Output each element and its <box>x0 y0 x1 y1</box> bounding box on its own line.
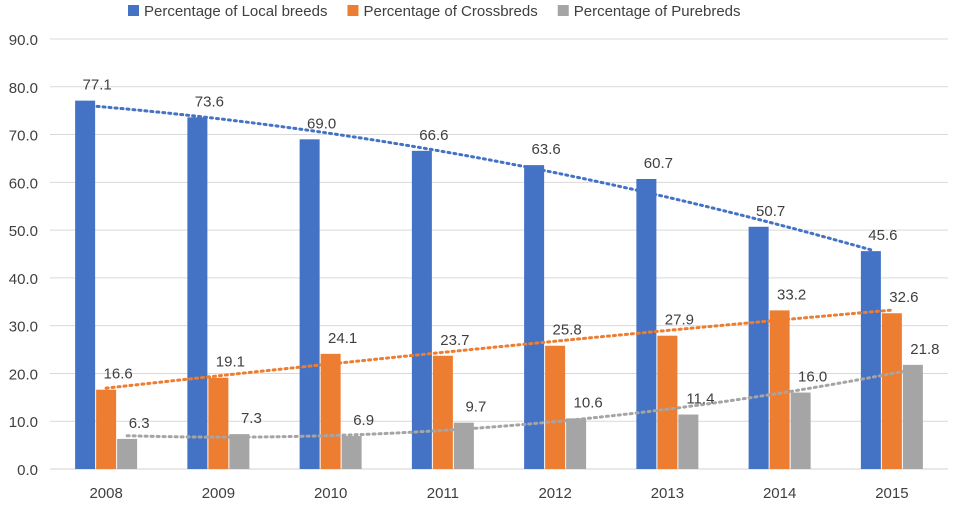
data-labels: 77.1 73.6 69.0 66.6 63.6 60.7 50.7 45.6 16.6 19.1… <box>83 77 940 432</box>
bar-percentage-of-purebreds-2008 <box>117 438 138 469</box>
y-tick-label: 40.0 <box>9 271 38 288</box>
data-label: 69.0 <box>307 115 336 132</box>
y-tick-label: 30.0 <box>9 319 38 336</box>
data-label: 19.1 <box>216 354 245 371</box>
data-label: 6.3 <box>129 415 150 432</box>
bar-percentage-of-local-breeds-2010 <box>299 139 320 470</box>
legend-swatch <box>347 5 359 16</box>
bar-percentage-of-local-breeds-2015 <box>860 251 881 469</box>
data-label: 10.6 <box>574 394 603 411</box>
x-tick-label: 2009 <box>202 485 235 502</box>
x-tick-label: 2015 <box>875 485 908 502</box>
data-label: 11.4 <box>686 391 714 408</box>
bar-percentage-of-purebreds-2009 <box>229 434 250 469</box>
y-tick-label: 80.0 <box>9 80 38 97</box>
x-tick-label: 2008 <box>89 485 122 502</box>
data-label: 23.7 <box>440 332 469 349</box>
bar-percentage-of-local-breeds-2013 <box>636 178 657 469</box>
bar-percentage-of-crossbreds-2013 <box>657 335 678 469</box>
trendline-percentage-of-purebreds <box>125 367 915 439</box>
bar-percentage-of-purebreds-2011 <box>453 422 474 469</box>
bar-percentage-of-purebreds-2015 <box>902 364 923 469</box>
data-label: 25.8 <box>553 322 582 339</box>
data-label: 24.1 <box>328 330 357 347</box>
y-tick-label: 0.0 <box>17 462 38 479</box>
data-label: 66.6 <box>419 127 448 144</box>
data-label: 32.6 <box>889 289 918 306</box>
bar-percentage-of-purebreds-2014 <box>790 392 811 469</box>
y-tick-label: 90.0 <box>9 32 38 49</box>
data-label: 63.6 <box>532 141 561 158</box>
data-label: 60.7 <box>644 155 673 172</box>
y-axis-ticks: 0.0 10.0 20.0 30.0 40.0 50.0 60.0 70.0 80.0 90.0 <box>9 32 38 479</box>
x-tick-label: 2013 <box>651 485 684 502</box>
bar-percentage-of-local-breeds-2009 <box>187 117 208 469</box>
x-tick-label: 2014 <box>763 485 796 502</box>
bar-percentage-of-crossbreds-2015 <box>881 313 902 469</box>
trendline-percentage-of-local-breeds <box>83 103 873 252</box>
bar-percentage-of-purebreds-2013 <box>678 414 699 469</box>
data-label: 16.0 <box>798 369 827 386</box>
data-label: 33.2 <box>777 286 806 303</box>
data-label: 73.6 <box>195 93 224 110</box>
legend: Percentage of Local breeds Percentage of … <box>128 3 741 20</box>
y-tick-label: 20.0 <box>9 366 38 383</box>
bar-percentage-of-crossbreds-2009 <box>208 377 229 469</box>
x-tick-label: 2012 <box>538 485 571 502</box>
data-label: 77.1 <box>83 77 112 94</box>
gridlines <box>50 38 948 470</box>
legend-swatch <box>557 5 569 16</box>
x-tick-label: 2010 <box>314 485 347 502</box>
bar-percentage-of-crossbreds-2008 <box>96 389 117 469</box>
y-tick-label: 60.0 <box>9 175 38 192</box>
trendline-percentage-of-crossbreds <box>104 308 894 390</box>
data-label: 45.6 <box>868 227 897 244</box>
y-tick-label: 50.0 <box>9 223 38 240</box>
bar-percentage-of-purebreds-2012 <box>566 418 587 469</box>
bar-percentage-of-crossbreds-2014 <box>769 310 790 469</box>
data-label: 7.3 <box>241 410 262 427</box>
data-label: 9.7 <box>465 399 486 416</box>
y-tick-label: 70.0 <box>9 128 38 145</box>
bar-percentage-of-crossbreds-2011 <box>432 355 453 469</box>
bars <box>75 100 923 470</box>
bar-percentage-of-local-breeds-2012 <box>524 165 545 469</box>
data-label: 16.6 <box>104 366 133 383</box>
y-tick-label: 10.0 <box>9 414 38 431</box>
bar-percentage-of-local-breeds-2014 <box>748 226 769 469</box>
legend-entry: Percentage of Crossbreds <box>363 3 537 20</box>
x-tick-label: 2011 <box>427 485 459 502</box>
data-label: 21.8 <box>910 341 939 358</box>
bar-percentage-of-local-breeds-2008 <box>75 100 96 469</box>
data-label: 6.9 <box>353 412 374 429</box>
legend-entry: Percentage of Purebreds <box>574 3 741 20</box>
bar-percentage-of-local-breeds-2011 <box>411 150 432 470</box>
bar-percentage-of-crossbreds-2012 <box>545 345 566 469</box>
x-axis-ticks: 2008 2009 2010 2011 2012 2013 2014 2015 <box>89 485 908 502</box>
legend-swatch <box>128 5 139 16</box>
legend-entry: Percentage of Local breeds <box>144 3 327 20</box>
trendlines <box>83 103 915 439</box>
bar-percentage-of-purebreds-2010 <box>341 436 362 469</box>
bar-percentage-of-crossbreds-2010 <box>320 353 341 469</box>
data-label: 27.9 <box>665 312 694 329</box>
data-label: 50.7 <box>756 203 785 220</box>
